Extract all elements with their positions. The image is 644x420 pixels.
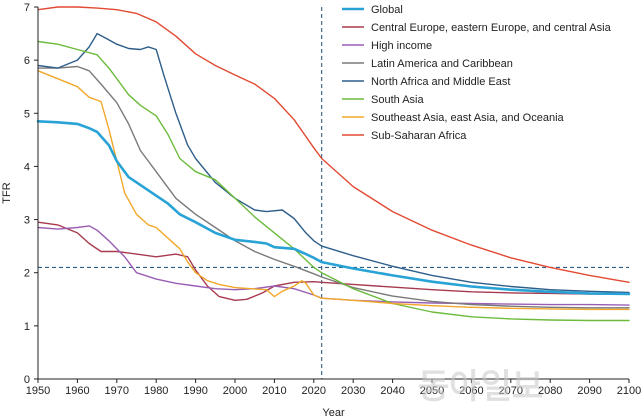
- series-line-north-africa-and-middle-east: [37, 32, 630, 294]
- x-tick-label: 1970: [105, 385, 129, 397]
- x-tick-label: 1990: [183, 385, 207, 397]
- x-tick-label: 2100: [617, 385, 641, 397]
- y-tick-label: 2: [24, 268, 30, 280]
- axes-layer: [37, 7, 629, 380]
- series-line-south-asia: [37, 40, 630, 322]
- x-tick-label: 2060: [459, 385, 483, 397]
- x-tick-label: 2080: [538, 385, 562, 397]
- legend-label: North Africa and Middle East: [371, 76, 510, 88]
- legend-label: Central Europe, eastern Europe, and cent…: [371, 22, 612, 34]
- legend-label: South Asia: [371, 94, 424, 106]
- x-tick-label: 2040: [380, 385, 404, 397]
- y-tick-label: 4: [24, 161, 30, 173]
- y-tick-label: 7: [24, 2, 30, 14]
- x-tick-label: 2000: [223, 385, 247, 397]
- x-tick-label: 1980: [144, 385, 168, 397]
- x-tick-label: 2030: [341, 385, 365, 397]
- tick-layer: 1950 1960 1970 1980 1990 2000 2010 2020 2030 2040…: [24, 2, 641, 397]
- x-axis-label: Year: [322, 407, 345, 419]
- x-tick-label: 2070: [499, 385, 523, 397]
- series-line-global: [36, 120, 631, 296]
- x-tick-label: 2010: [262, 385, 286, 397]
- series-line-southeast-asia-east-asia-and-oceania: [37, 70, 630, 311]
- x-tick-label: 1950: [26, 385, 50, 397]
- legend-label: Latin America and Caribbean: [371, 58, 513, 70]
- series-line-central-europe-eastern-europe-and-central-asia: [37, 221, 630, 301]
- series-line-sub-saharan-africa: [37, 6, 630, 283]
- y-tick-label: 6: [24, 55, 30, 67]
- x-tick-label: 2090: [577, 385, 601, 397]
- legend: Global Central Europe, eastern Europe, an…: [342, 4, 612, 142]
- y-tick-label: 5: [24, 108, 30, 120]
- x-tick-label: 2020: [302, 385, 326, 397]
- reference-lines-layer: [38, 7, 629, 379]
- y-tick-label: 1: [24, 321, 30, 333]
- watermark-logo: 동아일보: [418, 367, 543, 407]
- series-layer: [36, 6, 631, 322]
- legend-label: Sub-Saharan Africa: [371, 130, 467, 142]
- legend-label: High income: [371, 40, 432, 52]
- legend-label: Southeast Asia, east Asia, and Oceania: [371, 112, 565, 124]
- y-axis-label: TFR: [1, 182, 13, 203]
- y-tick-label: 3: [24, 215, 30, 227]
- y-tick-label: 0: [24, 374, 30, 386]
- x-tick-label: 2050: [420, 385, 444, 397]
- legend-label: Global: [371, 4, 403, 16]
- series-line-latin-america-and-caribbean: [37, 65, 630, 309]
- x-tick-label: 1960: [65, 385, 89, 397]
